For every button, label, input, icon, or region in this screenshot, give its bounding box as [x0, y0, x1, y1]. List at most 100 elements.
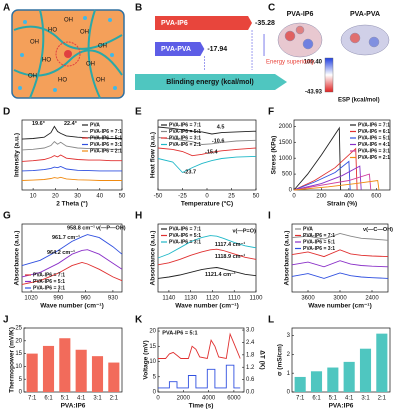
- series-line: [21, 176, 122, 181]
- x-tick-label: 50: [119, 194, 126, 200]
- panel-label: I: [268, 211, 271, 222]
- ip6-core: [64, 50, 72, 58]
- annotation: 4.5: [217, 124, 225, 130]
- bar: [359, 348, 372, 392]
- plot-frame: [21, 119, 123, 191]
- energy-bar: [155, 16, 253, 30]
- x-axis-label: PVA:IP6: [61, 403, 86, 410]
- plot-frame: [23, 327, 123, 393]
- x-tick-label: 5:1: [61, 396, 70, 402]
- bar: [343, 361, 355, 392]
- x-tick-label: 200: [316, 194, 327, 200]
- oh-label: HO: [48, 28, 57, 34]
- x-axis-label: Wave number (cm⁻¹): [40, 303, 104, 310]
- legend-label: PVA-IP6 = 3:1: [90, 142, 122, 148]
- series-line: [291, 233, 389, 241]
- legend-label: PVA-IP6 = 7:1: [303, 233, 335, 239]
- y-tick-label: 20: [149, 329, 156, 335]
- legend-label: PVA-IP6 = 6:1: [358, 129, 390, 135]
- series-line: [293, 165, 362, 191]
- y-tick-label: 10: [149, 359, 156, 365]
- legend-label: PVA-IP6 = 5:1: [33, 279, 65, 285]
- legend-label: PVA-IP6 = 5:1: [169, 233, 201, 239]
- bar: [26, 353, 38, 392]
- x-tick-label: 0: [156, 396, 160, 402]
- x-tick-label: 2000: [177, 396, 191, 402]
- esp-panel: PVA-IP6 PVA-PVA 100.40 -43.93 ESP (kcal/…: [277, 11, 390, 104]
- series-line: [157, 267, 257, 279]
- legend-label: PVA-IP6 = 2:1: [169, 142, 201, 148]
- y-axis-label: Stress (KPa): [271, 136, 278, 175]
- x-tick-label: 1020: [24, 296, 38, 302]
- legend-label: PVA-IP6 = 7:1: [90, 129, 122, 135]
- bar: [42, 345, 55, 392]
- series-line: [21, 140, 122, 151]
- panel-label: E: [135, 107, 142, 118]
- plot-frame: [21, 223, 123, 293]
- series-line: [293, 179, 380, 191]
- ip6-cluster: [55, 41, 81, 67]
- energy-axis: [135, 74, 287, 90]
- y2-tick-label: 1.2: [246, 365, 255, 371]
- y-axis-label: Thermopower (mV/K): [9, 327, 16, 393]
- x-tick-label: 7:1: [28, 396, 37, 402]
- series-line: [293, 160, 351, 191]
- legend-label: PVA-IP6 = 7:1: [169, 226, 201, 232]
- annotation: 964.2 cm⁻¹: [47, 249, 75, 256]
- legend-label: PVA-IP6 = 3:1: [169, 239, 201, 245]
- bar: [376, 333, 388, 392]
- series-line: [293, 173, 372, 191]
- series-line: [21, 262, 123, 285]
- molecule-label: PVA-IP6: [287, 11, 314, 18]
- y-tick-label: 3: [287, 333, 291, 339]
- x-tick-label: 4:1: [345, 396, 354, 402]
- x-tick-label: 3600: [301, 296, 315, 302]
- energy-bar: [155, 42, 205, 56]
- y2-tick-label: 3.0: [246, 328, 255, 334]
- x-tick-label: 0: [205, 194, 209, 200]
- ions: [18, 16, 117, 92]
- series-line: [293, 126, 342, 191]
- x-tick-label: 1100: [250, 296, 264, 302]
- oh-label: OH: [86, 62, 95, 68]
- legend-label: PVA-IP6 = 7:1: [33, 272, 65, 278]
- legend-label: PVA-IP6 = 3:1: [358, 148, 390, 154]
- x-tick-label: 1110: [228, 296, 241, 302]
- series-line: [21, 166, 122, 172]
- y-tick-label: 0: [289, 188, 293, 194]
- legend-label: PVA-IP6 = 5:1: [358, 135, 390, 141]
- bar: [91, 356, 104, 392]
- x-axis-label: PVA:IP6: [329, 403, 354, 410]
- esp-max: 100.40: [304, 60, 323, 66]
- bar: [75, 349, 87, 392]
- y-tick-label: 5: [153, 374, 157, 380]
- x-tick-label: 6:1: [312, 396, 321, 402]
- x-tick-label: 400: [344, 194, 355, 200]
- legend-label: PVA-IP6 = 3:1: [169, 135, 201, 141]
- x-tick-label: 1120: [206, 296, 220, 302]
- schematic: OH HO OH OH HO OH OH HO OH OH: [11, 9, 125, 99]
- panel-label: G: [3, 211, 11, 222]
- annotation: 22.4°: [64, 121, 77, 127]
- oh-label: HO: [42, 58, 51, 64]
- series-line: [157, 147, 257, 157]
- series-line: [157, 126, 257, 135]
- series-line: [158, 332, 241, 360]
- oh-label: HO: [58, 78, 67, 84]
- x-tick-label: 6000: [227, 396, 241, 402]
- legend-label: PVA-IP6 = 5:1: [303, 239, 335, 245]
- oh-label: OH: [80, 30, 89, 36]
- oh-label: OH: [64, 18, 73, 24]
- annotation: 1117.4 cm⁻¹: [215, 241, 246, 248]
- x-tick-label: 20: [52, 194, 59, 200]
- legend-label: PVA-IP6 = 2:1: [358, 155, 390, 161]
- y-tick-label: 15: [15, 351, 22, 357]
- x-tick-label: 7:1: [296, 396, 305, 402]
- molecule-label: PVA-PVA: [350, 11, 380, 18]
- x-axis-label: Temperature (°C): [181, 200, 233, 208]
- bar-value: -17.94: [207, 46, 227, 53]
- x-tick-label: 3:1: [361, 396, 370, 402]
- legend-label: PVA-IP6 = 5:1: [90, 135, 122, 141]
- bar-category: PVA-PVA: [161, 46, 191, 53]
